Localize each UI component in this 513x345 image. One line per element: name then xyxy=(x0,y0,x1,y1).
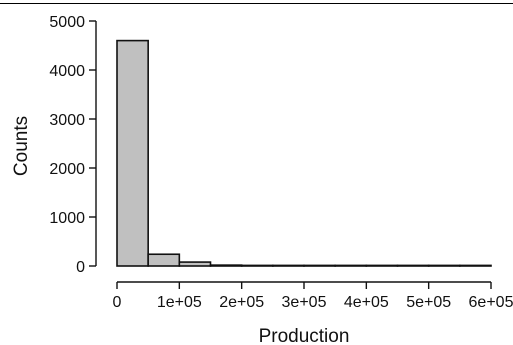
histogram-bar-6 xyxy=(303,264,336,267)
x-axis: 0 1e+05 2e+05 3e+05 4e+05 5e+05 6e+05 xyxy=(113,281,513,311)
y-tick-label-4: 4000 xyxy=(49,63,85,80)
histogram-bar-9 xyxy=(396,264,430,267)
bars-layer xyxy=(116,39,492,267)
y-axis: 0 1000 2000 3000 4000 5000 xyxy=(49,14,97,276)
x-axis-title: Production xyxy=(259,326,350,345)
x-tick-label-0: 0 xyxy=(113,294,122,311)
x-tick-label-5: 5e+05 xyxy=(406,294,451,311)
histogram-bar-7 xyxy=(334,264,368,267)
histogram-bar-2 xyxy=(178,261,212,267)
histogram-bar-4 xyxy=(240,264,274,267)
y-tick-label-5: 5000 xyxy=(49,14,85,31)
top-border-rule xyxy=(0,3,513,4)
x-tick-label-4: 4e+05 xyxy=(344,294,389,311)
histogram-bar-10 xyxy=(427,264,461,267)
histogram-bar-0 xyxy=(116,39,149,267)
y-tick-label-1: 1000 xyxy=(49,210,85,227)
y-tick-label-3: 3000 xyxy=(49,112,85,129)
histogram-bar-3 xyxy=(209,264,243,267)
x-tick-label-3: 3e+05 xyxy=(282,294,327,311)
histogram-bar-1 xyxy=(147,253,181,267)
y-tick-label-0: 0 xyxy=(76,259,85,276)
y-tick-label-2: 2000 xyxy=(49,161,85,178)
histogram-bar-5 xyxy=(272,264,305,267)
x-tick-label-1: 1e+05 xyxy=(157,294,202,311)
histogram-bar-8 xyxy=(365,264,399,267)
x-tick-label-6: 6e+05 xyxy=(469,294,513,311)
y-axis-title: Counts xyxy=(11,116,32,176)
x-tick-label-2: 2e+05 xyxy=(219,294,264,311)
histogram-bar-11 xyxy=(459,264,492,267)
